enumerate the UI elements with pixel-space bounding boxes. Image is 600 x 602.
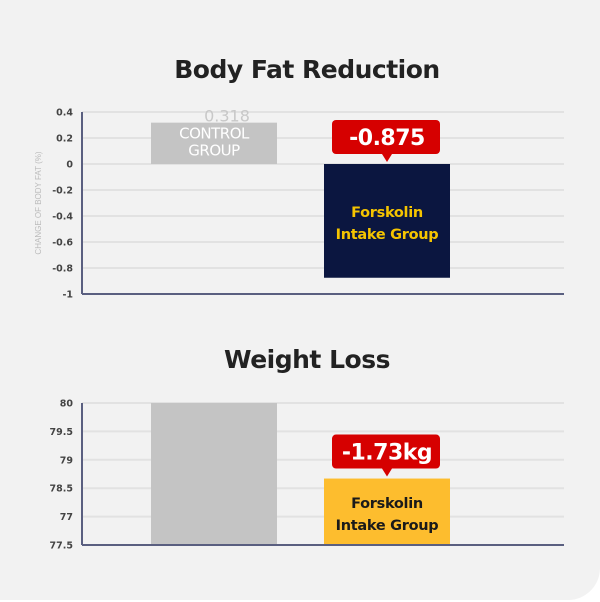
y-tick-label: -0.6 bbox=[52, 238, 73, 249]
y-tick-label: 80 bbox=[60, 399, 74, 410]
bar-label: GROUP bbox=[188, 142, 240, 160]
callout-box bbox=[332, 120, 440, 154]
chart-title-body-fat: Body Fat Reduction bbox=[174, 55, 440, 84]
callout-pointer bbox=[382, 154, 392, 162]
y-tick-label: 0.4 bbox=[56, 108, 73, 119]
callout-pointer bbox=[382, 468, 392, 477]
bar-label: Forskolin bbox=[351, 496, 423, 512]
y-tick-label: -0.4 bbox=[52, 212, 73, 223]
callout-box bbox=[332, 434, 440, 469]
bar-label: Intake Group bbox=[336, 227, 439, 243]
y-axis-label: CHANGE OF BODY FAT (%) bbox=[34, 151, 43, 254]
bar-label: Forskolin bbox=[351, 205, 423, 221]
y-tick-label: 79 bbox=[60, 455, 73, 466]
bar-forskolin bbox=[324, 478, 450, 545]
bar-label: Intake Group bbox=[336, 518, 439, 534]
data-label: 0.318 bbox=[204, 107, 250, 126]
y-tick-label: 78.5 bbox=[50, 484, 73, 495]
bar-control bbox=[151, 122, 277, 164]
y-tick-label: -1 bbox=[62, 290, 73, 301]
y-tick-label: 0 bbox=[66, 160, 73, 171]
chart-title-weight-loss: Weight Loss bbox=[224, 345, 390, 374]
bar-forskolin bbox=[324, 164, 450, 278]
data-label: -1.73kg bbox=[342, 441, 432, 466]
bar-control bbox=[151, 403, 277, 545]
y-tick-label: -0.8 bbox=[52, 264, 73, 275]
y-tick-label: -0.2 bbox=[52, 186, 73, 197]
y-tick-label: 77 bbox=[60, 512, 73, 523]
y-tick-label: 79.5 bbox=[50, 427, 73, 438]
data-label: -0.875 bbox=[349, 126, 425, 151]
y-tick-label: 77.5 bbox=[50, 541, 73, 552]
y-tick-label: 0.2 bbox=[56, 134, 73, 145]
bar-label: CONTROL bbox=[179, 125, 250, 143]
